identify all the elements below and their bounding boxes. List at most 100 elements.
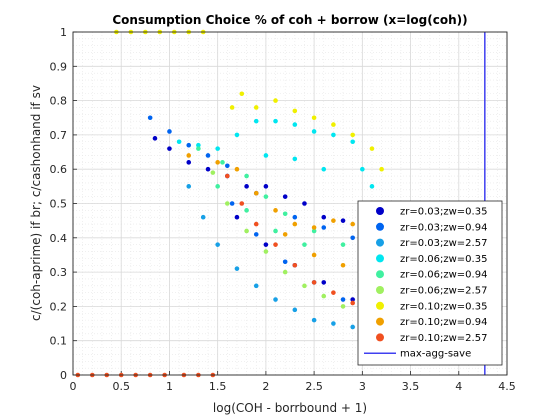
legend: zr=0.03;zw=0.35 zr=0.03;zw=0.94 zr=0.03;zw…	[357, 200, 503, 366]
data-point	[311, 280, 317, 285]
data-point	[311, 228, 317, 234]
data-point	[302, 283, 307, 289]
data-point	[331, 132, 336, 138]
legend-label: zr=0.10;zw=0.35	[400, 301, 487, 312]
y-tick-label: 0.2	[50, 300, 68, 313]
data-point	[292, 221, 298, 227]
y-tick-label: 1	[60, 26, 67, 39]
x-axis-label: log(COH - borrbound + 1)	[213, 401, 367, 415]
x-tick-label: 4	[455, 380, 462, 393]
legend-marker	[376, 317, 384, 326]
data-point	[331, 290, 336, 295]
data-point	[234, 266, 240, 271]
data-point	[340, 218, 346, 223]
legend-marker	[376, 222, 384, 231]
data-point	[350, 132, 355, 138]
data-point	[167, 129, 172, 134]
data-point	[215, 184, 220, 189]
data-point	[360, 166, 365, 172]
data-point	[350, 235, 355, 241]
data-point	[253, 105, 259, 110]
data-point	[331, 218, 336, 223]
y-tick-label: 0	[60, 369, 67, 382]
legend-label: zr=0.03;zw=0.35	[400, 207, 487, 218]
data-point	[311, 225, 317, 230]
y-tick-labels: 0 0.1 0.2 0.3 0.4 0.5 0.6 0.7 0.8 0.9 1	[50, 26, 68, 382]
data-point	[220, 160, 225, 165]
data-point	[239, 201, 245, 206]
legend-marker	[376, 301, 384, 310]
data-point	[340, 297, 346, 302]
data-point	[273, 242, 278, 247]
data-point	[205, 153, 211, 158]
data-point	[311, 252, 317, 258]
legend-marker	[376, 270, 384, 279]
data-point	[253, 283, 259, 289]
data-point	[225, 201, 230, 206]
data-point	[273, 118, 278, 124]
data-point	[340, 262, 346, 268]
legend-label: zr=0.10;zw=2.57	[400, 333, 487, 344]
data-point	[379, 166, 384, 172]
data-point	[331, 321, 336, 326]
legend-marker	[376, 254, 384, 263]
data-point	[186, 153, 192, 158]
x-tick-label: 3.5	[402, 380, 420, 393]
data-point	[225, 163, 230, 169]
data-point	[229, 105, 235, 110]
data-point	[321, 280, 327, 285]
x-tick-label: 0.5	[112, 380, 130, 393]
data-point	[167, 146, 172, 151]
y-tick-label: 0.5	[50, 198, 68, 211]
data-point	[321, 225, 327, 230]
data-point	[350, 300, 355, 306]
data-point	[234, 132, 240, 138]
data-point	[263, 242, 269, 247]
data-point	[311, 317, 317, 323]
data-point	[176, 139, 182, 145]
data-point	[210, 170, 216, 175]
data-point	[302, 242, 307, 247]
x-tick-labels: 0 0.5 1 1.5 2 2.5 3 3.5 4 4.5	[70, 380, 516, 393]
data-point	[263, 194, 269, 199]
data-point	[282, 232, 288, 237]
data-point	[273, 297, 278, 302]
data-point	[196, 142, 201, 148]
data-point	[263, 249, 269, 254]
legend-label: zr=0.06;zw=0.94	[400, 270, 487, 281]
data-point	[321, 293, 327, 299]
x-tick-label: 3	[359, 380, 366, 393]
data-point	[311, 115, 317, 121]
data-point	[244, 208, 249, 213]
data-point	[282, 269, 288, 275]
data-point	[253, 118, 259, 124]
x-tick-label: 0	[70, 380, 77, 393]
data-point	[302, 201, 307, 206]
legend-marker	[376, 207, 384, 215]
data-point	[186, 184, 192, 189]
x-tick-label: 2.5	[305, 380, 323, 393]
data-point	[215, 242, 220, 247]
data-point	[215, 160, 220, 165]
data-point	[186, 160, 192, 165]
data-point	[331, 122, 336, 127]
data-point	[263, 153, 269, 158]
y-axis-label: c/(coh-aprime) if br; c/cashonhand if sv	[29, 85, 43, 321]
data-point	[292, 108, 298, 114]
chart-title: Consumption Choice % of coh + borrow (x=…	[112, 13, 467, 27]
data-point	[292, 262, 298, 268]
data-point	[292, 307, 298, 313]
data-point	[253, 190, 259, 196]
legend-marker	[376, 238, 384, 247]
data-point	[244, 184, 249, 189]
data-point	[147, 115, 153, 121]
legend-label: max-agg-save	[400, 349, 471, 360]
axes-box	[72, 31, 508, 376]
data-point	[186, 142, 192, 148]
data-point	[340, 242, 346, 247]
data-point	[205, 166, 211, 172]
data-point	[234, 214, 240, 220]
x-tick-label: 1.5	[209, 380, 227, 393]
data-point	[263, 184, 269, 189]
y-tick-label: 0.9	[50, 60, 68, 73]
